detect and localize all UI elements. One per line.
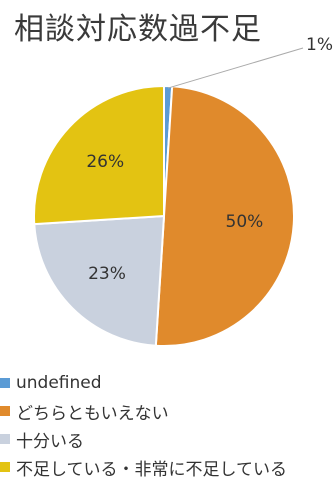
pie-leader-line-0 xyxy=(167,47,304,89)
legend-item-sufficient: 十分いる xyxy=(0,426,84,452)
pie-data-label-1: 50% xyxy=(226,212,264,232)
chart-title: 相談対応数過不足 xyxy=(14,12,262,47)
legend-label-neutral: どちらともいえない xyxy=(16,403,169,424)
pie-data-label-0: 1% xyxy=(306,35,333,55)
pie-chart-svg: 1% 50% 23% 26% xyxy=(33,35,333,347)
legend-label-undefined: undefined xyxy=(16,373,102,393)
pie-slices xyxy=(33,84,295,347)
legend-label-insufficient: 不足している・非常に不足している xyxy=(16,459,287,480)
legend-swatch-sufficient xyxy=(0,434,10,444)
legend-swatch-insufficient xyxy=(0,462,10,472)
pie-slice-1 xyxy=(154,85,295,347)
legend-swatch-undefined xyxy=(0,378,10,388)
legend-item-undefined: undefined xyxy=(0,370,102,396)
pie-data-label-3: 26% xyxy=(86,152,124,172)
legend-swatch-neutral xyxy=(0,406,10,416)
pie-slice-3 xyxy=(33,84,165,226)
pie-slice-2 xyxy=(33,214,166,347)
pie-data-label-2: 23% xyxy=(88,264,126,284)
legend-item-neutral: どちらともいえない xyxy=(0,398,169,424)
legend-item-insufficient: 不足している・非常に不足している xyxy=(0,454,287,480)
legend-label-sufficient: 十分いる xyxy=(16,431,84,452)
pie-data-labels: 1% 50% 23% 26% xyxy=(86,35,333,284)
